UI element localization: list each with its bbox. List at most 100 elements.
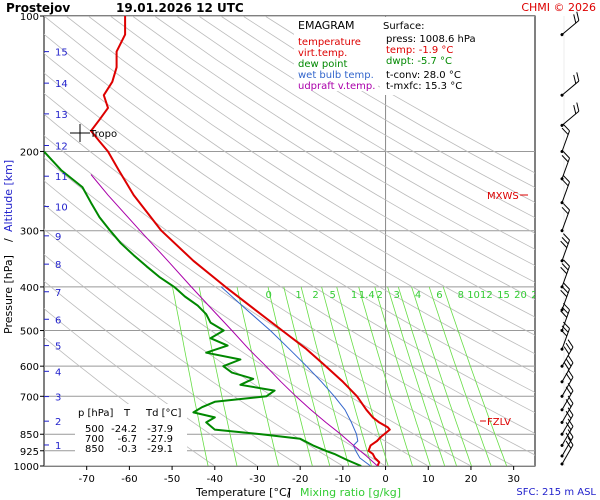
table-row: 500 <box>85 424 104 435</box>
wind-barb <box>560 11 580 37</box>
table-row: 850 <box>85 444 104 455</box>
wind-barb-feather <box>563 233 570 241</box>
wind-barb <box>560 321 570 351</box>
wind-barb <box>560 259 570 289</box>
mixing-ratio-line <box>172 286 209 466</box>
mixing-ratio-label: 2 <box>312 290 318 301</box>
dry-adiabat <box>110 16 535 283</box>
y-tick-label: 600 <box>20 362 39 373</box>
wind-barb-feather <box>565 432 572 441</box>
wind-barb-dot <box>560 150 564 153</box>
x-tick-label: -70 <box>79 474 95 485</box>
wind-barb <box>560 395 574 424</box>
wind-barb-dot <box>560 443 564 447</box>
y-tick-label: 1000 <box>14 462 39 473</box>
legend-item-virt-temp: virt.temp. <box>298 48 347 59</box>
y-tick-label: 925 <box>20 447 39 458</box>
wind-barb-feather <box>563 282 570 290</box>
surface-height-label: SFC: 215 m ASL <box>516 487 596 498</box>
mixing-ratio-label: 3 <box>394 290 400 301</box>
legend: EMAGRAM temperature virt.temp. dew point… <box>294 17 378 92</box>
wind-barb-feather <box>567 339 574 348</box>
wind-barb-dot <box>560 380 564 384</box>
wind-barb-staff <box>561 209 570 231</box>
table-row: -27.9 <box>147 434 173 445</box>
wind-barb-feather <box>565 422 572 431</box>
wind-barb-dot <box>560 408 564 412</box>
mixing-ratio-label: 0 <box>265 290 271 301</box>
mixing-ratio-line <box>411 286 472 466</box>
series-temperature <box>90 16 391 466</box>
wind-barb-staff <box>561 130 570 152</box>
wind-barb-feather <box>561 325 569 333</box>
sounding-datetime: 19.01.2026 12 UTC <box>116 1 244 15</box>
y-axis-separator: / <box>2 238 15 242</box>
mixing-ratio-label: 4 <box>415 290 421 301</box>
wind-barb-staff <box>561 157 570 179</box>
mixing-ratio-label: 15 <box>497 290 510 301</box>
wind-barb <box>560 151 570 181</box>
mixing-ratio-label: 25 <box>531 290 544 301</box>
legend-item-temperature: temperature <box>298 37 361 48</box>
wind-barb-feather <box>567 383 574 392</box>
wind-barb-feather <box>563 346 570 355</box>
mixing-ratio-line <box>321 286 372 466</box>
mixing-ratio-line <box>374 286 431 466</box>
wind-barb <box>560 407 574 436</box>
altitude-tick-label: 2 <box>55 417 61 428</box>
mixing-ratio-line <box>300 286 350 466</box>
y-tick-label: 850 <box>20 430 39 441</box>
station-name: Prostejov <box>6 1 70 15</box>
wind-barb-feather <box>576 102 580 112</box>
altitude-tick-label: 8 <box>55 260 61 271</box>
mixing-ratio-line <box>358 286 413 466</box>
wind-barb-feather <box>561 178 569 187</box>
wind-barb-dot <box>560 364 564 368</box>
fzlv-marker: FZLV <box>480 417 511 428</box>
dry-adiabat <box>132 16 535 267</box>
wind-barb <box>560 339 574 368</box>
wind-barb-feather <box>560 266 568 275</box>
altitude-tick-label: 15 <box>55 48 68 59</box>
wind-barb-feather <box>563 259 570 267</box>
x-axis-label-mixing: Mixing ratio [g/kg] <box>300 486 401 499</box>
x-tick-label: 10 <box>422 474 435 485</box>
x-tick-label: -40 <box>207 474 223 485</box>
mixing-ratio-label: 10 <box>467 290 480 301</box>
series-udpraft-v-temp <box>90 174 378 466</box>
table-row: 700 <box>85 434 104 445</box>
surface-press: press: 1008.6 hPa <box>386 34 476 45</box>
wind-barb-feather <box>560 240 568 248</box>
wind-barb-staff <box>561 181 570 203</box>
wind-barb-feather <box>565 410 572 419</box>
wind-barb-feather <box>561 127 569 135</box>
wind-barb <box>560 418 574 447</box>
table-row: -37.9 <box>147 424 173 435</box>
y-tick-label: 300 <box>20 227 39 238</box>
wind-barb-feather <box>565 399 572 408</box>
wind-barb-feather <box>576 11 580 21</box>
mixing-ratio-line <box>198 286 238 466</box>
wind-barb-feather <box>560 329 568 337</box>
level-table: p [hPa] T Td [°C] 500 -24.2 -37.9 700 -6… <box>75 404 187 456</box>
wind-barb <box>560 72 580 97</box>
wind-barb <box>560 175 570 205</box>
tropopause-marker: Tropo <box>70 124 117 142</box>
wind-barb <box>560 102 580 127</box>
mixing-ratio-line <box>428 286 492 466</box>
mixing-ratio-label: 1.4 <box>359 290 375 301</box>
mxws-label: MXWS <box>487 191 519 202</box>
mixing-ratio-line <box>397 286 457 466</box>
wind-barb-feather <box>565 372 572 381</box>
dry-adiabat <box>65 16 535 318</box>
table-header-t: T <box>123 408 131 419</box>
tropopause-label: Tropo <box>89 129 117 140</box>
wind-barb-dot <box>560 201 564 205</box>
mixing-ratio-label: 20 <box>514 290 527 301</box>
y-tick-label: 200 <box>20 147 39 158</box>
altitude-tick-label: 3 <box>55 393 61 404</box>
mixing-ratio-line <box>283 286 331 466</box>
altitude-tick-label: 12 <box>55 142 68 153</box>
dry-adiabat <box>176 16 535 234</box>
